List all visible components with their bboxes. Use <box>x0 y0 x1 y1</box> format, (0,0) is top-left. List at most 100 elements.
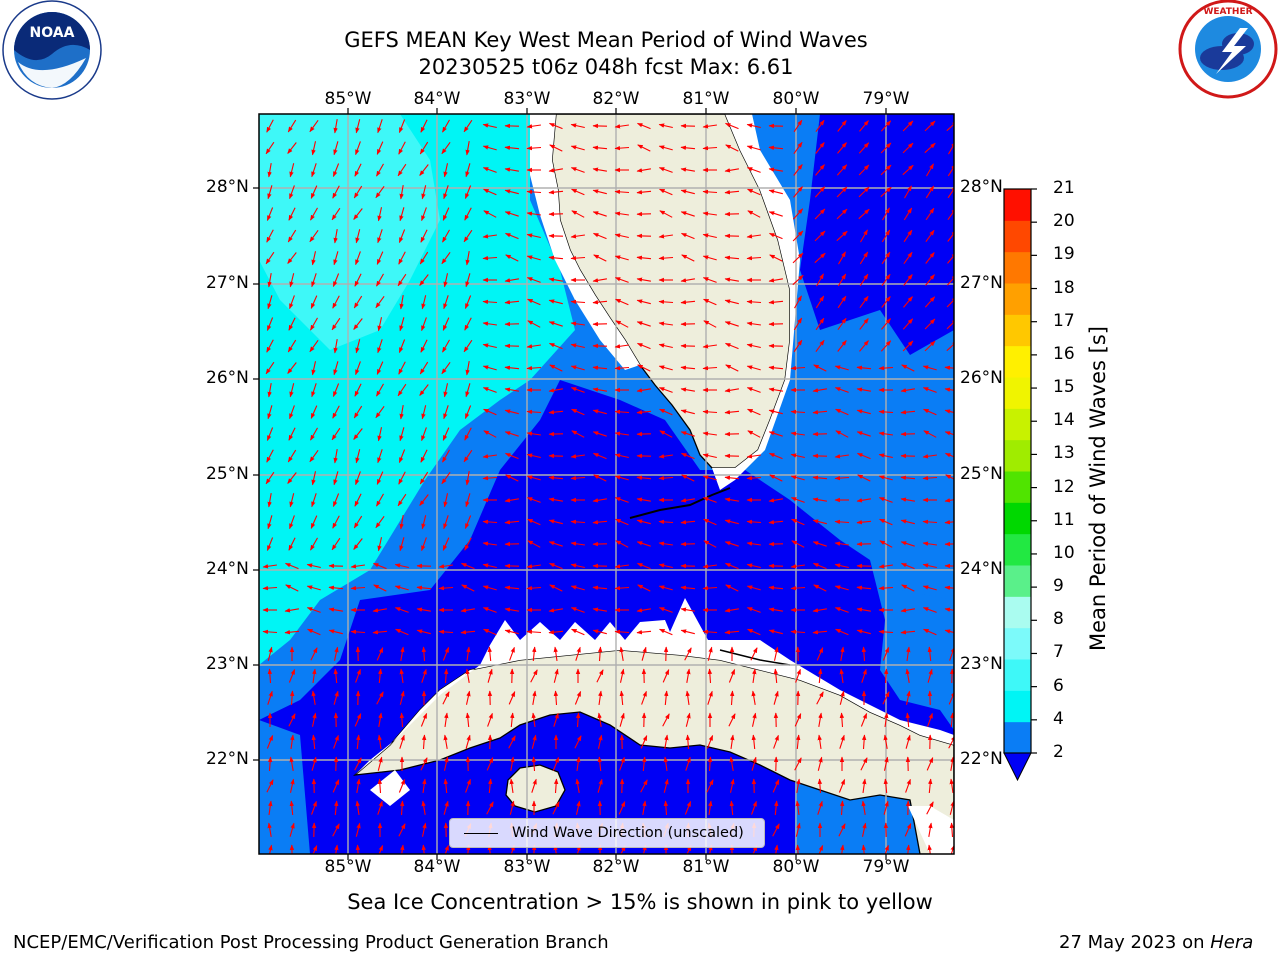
wind-wave-arrow <box>333 471 339 486</box>
wind-wave-arrow <box>793 164 803 176</box>
wind-wave-arrow <box>658 299 674 305</box>
colorbar-tick-label: 12 <box>1053 476 1075 497</box>
wind-wave-arrow <box>378 844 384 854</box>
wind-wave-arrow <box>725 364 739 372</box>
wind-wave-arrow <box>926 757 934 771</box>
wind-wave-arrow <box>460 630 476 635</box>
wind-wave-arrow <box>570 387 585 393</box>
wind-wave-arrow <box>419 251 429 265</box>
wind-wave-arrow <box>746 519 762 525</box>
wind-wave-arrow <box>444 844 449 854</box>
wind-wave-arrow <box>858 164 870 176</box>
colorbar-segment <box>1004 314 1031 347</box>
wind-wave-arrow <box>924 142 936 154</box>
wind-wave-arrow <box>265 141 275 155</box>
wind-wave-arrow <box>466 646 471 661</box>
wind-wave-arrow <box>419 141 429 155</box>
wind-wave-arrow <box>284 608 299 613</box>
wind-wave-arrow <box>859 318 869 330</box>
wind-wave-arrow <box>443 800 449 815</box>
wind-wave-arrow <box>946 274 954 286</box>
wind-wave-arrow <box>570 585 585 591</box>
wind-wave-arrow <box>902 164 914 176</box>
wind-wave-arrow <box>375 185 385 199</box>
wind-wave-arrow <box>794 757 802 771</box>
wind-wave-arrow <box>902 120 914 132</box>
wind-wave-arrow <box>333 734 339 749</box>
wind-wave-arrow <box>856 585 872 590</box>
wind-wave-arrow <box>814 252 826 264</box>
wind-wave-arrow <box>376 493 384 507</box>
wind-wave-arrow <box>266 339 274 353</box>
wind-wave-arrow <box>570 519 586 525</box>
colorbar-frame <box>1003 188 1032 754</box>
wind-wave-arrow <box>614 564 629 569</box>
wind-wave-arrow <box>792 208 804 220</box>
wind-wave-arrow <box>399 405 404 420</box>
wind-wave-arrow <box>443 515 449 530</box>
wind-wave-arrow <box>532 690 537 705</box>
wind-wave-arrow <box>680 629 695 635</box>
wind-wave-arrow <box>443 273 449 288</box>
wind-wave-arrow <box>946 318 954 330</box>
wind-wave-arrow <box>398 119 406 134</box>
wind-wave-arrow <box>442 207 450 221</box>
wind-wave-arrow <box>353 185 363 199</box>
wind-wave-arrow <box>663 756 668 771</box>
wind-wave-arrow <box>592 232 607 240</box>
wind-wave-arrow <box>266 119 274 133</box>
wind-wave-arrow <box>685 712 691 727</box>
wind-wave-arrow <box>353 208 363 220</box>
wind-wave-arrow <box>900 410 916 415</box>
wind-wave-arrow <box>289 273 295 288</box>
wind-wave-arrow <box>773 734 779 749</box>
wind-wave-arrow <box>289 515 295 530</box>
wind-wave-arrow <box>834 475 850 481</box>
wind-wave-arrow <box>746 585 761 591</box>
wind-wave-arrow <box>504 278 519 283</box>
colorbar-segment <box>1004 659 1031 691</box>
wind-wave-arrow <box>795 800 800 815</box>
wind-wave-arrow <box>394 563 409 569</box>
wind-wave-arrow <box>266 207 274 222</box>
wind-wave-arrow <box>377 449 383 464</box>
lon-label-bottom-85: 85°W <box>324 857 372 877</box>
wind-wave-arrow <box>464 317 472 331</box>
lon-label-bottom-79: 79°W <box>862 857 910 877</box>
wind-wave-arrow <box>354 757 362 771</box>
wind-wave-arrow <box>815 317 825 331</box>
wind-wave-arrow <box>331 317 341 331</box>
wind-wave-arrow <box>354 493 362 507</box>
wind-wave-arrow <box>465 690 471 705</box>
wind-wave-arrow <box>353 295 363 309</box>
wind-wave-arrow <box>376 163 384 177</box>
wind-wave-arrow <box>884 844 889 854</box>
wind-wave-arrow <box>924 340 936 352</box>
wind-wave-arrow <box>376 383 384 397</box>
wind-wave-arrow <box>592 189 607 195</box>
wind-wave-arrow <box>636 321 651 327</box>
wind-wave-arrow <box>377 339 383 354</box>
lon-label-top-79: 79°W <box>862 89 910 109</box>
wind-wave-arrow <box>658 321 673 326</box>
wind-wave-arrow <box>287 449 297 463</box>
wind-wave-arrow <box>812 388 827 393</box>
wind-wave-arrow <box>724 168 739 173</box>
wind-wave-arrow <box>944 452 954 458</box>
wind-wave-arrow <box>571 210 585 218</box>
wind-wave-arrow <box>925 185 935 199</box>
wind-wave-arrow <box>570 321 585 326</box>
wind-wave-arrow <box>504 607 519 612</box>
wind-wave-arrow <box>311 361 317 376</box>
wind-wave-arrow <box>702 124 717 129</box>
wind-wave-arrow <box>353 428 363 440</box>
wind-wave-arrow <box>702 453 717 459</box>
wind-wave-arrow <box>751 734 756 750</box>
wind-wave-arrow <box>463 229 473 243</box>
wind-wave-arrow <box>570 475 586 481</box>
wind-wave-arrow <box>878 431 893 436</box>
wind-wave-arrow <box>287 229 297 243</box>
wind-wave-arrow <box>289 405 295 420</box>
wind-wave-arrow <box>548 410 564 415</box>
wind-wave-arrow <box>289 756 294 771</box>
